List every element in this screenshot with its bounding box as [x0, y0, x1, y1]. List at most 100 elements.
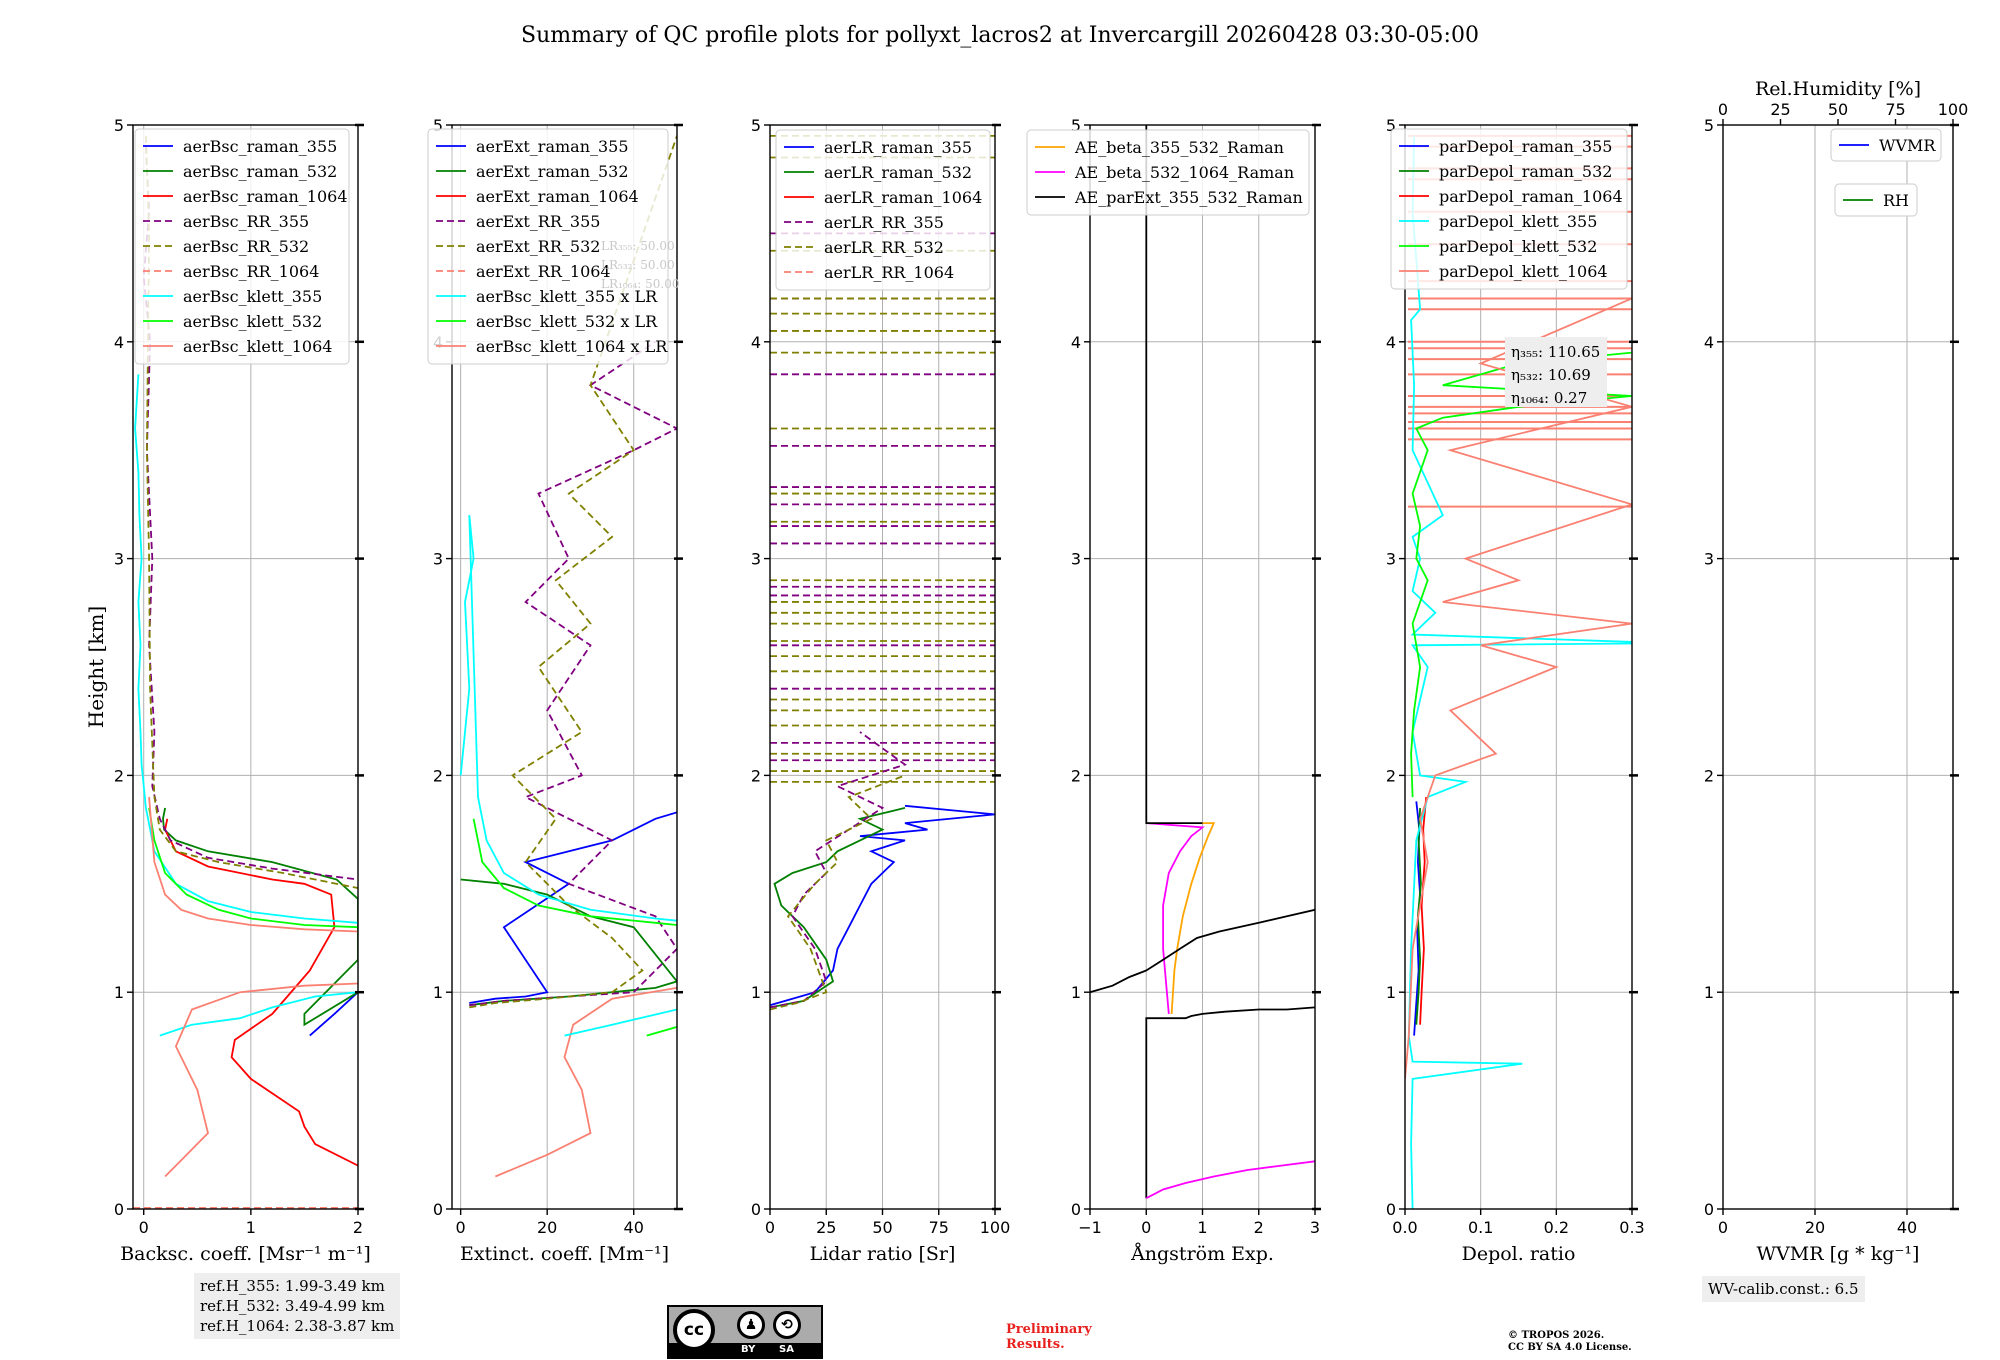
legend-entry: aerLR_raman_532 — [824, 163, 972, 182]
legend-entry: aerExt_raman_1064 — [476, 187, 639, 206]
series-parDepol_klett_1064 — [1405, 297, 1632, 1079]
series-aerBsc_klett_532 — [148, 807, 358, 929]
x-tick-label: 100 — [980, 1218, 1011, 1237]
legend-entry: aerBsc_raman_1064 — [183, 187, 348, 206]
attribution-person-icon: ♟ — [737, 1311, 765, 1339]
plot-area — [459, 135, 677, 1178]
legend-rh: RH — [1834, 183, 1918, 217]
series-parDepol_klett_532 — [1410, 351, 1632, 798]
eta-value: η₅₃₂: 10.69 — [1511, 366, 1591, 384]
x-tick-label: 40 — [624, 1218, 644, 1237]
x-tick-label: 1 — [246, 1218, 256, 1237]
series-aerLR_RR_532 — [770, 774, 906, 1011]
legend-entry: parDepol_klett_355 — [1439, 212, 1597, 231]
panel-extinction: 01234502040Extinct. coeff. [Mm⁻¹]aerExt_… — [427, 116, 683, 1265]
reference-height-box: ref.H_355: 1.99-3.49 km ref.H_532: 3.49-… — [194, 1273, 401, 1339]
x-tick-label: 0 — [1141, 1218, 1151, 1237]
x-tick-label: 75 — [929, 1218, 949, 1237]
x-tick-label: 0.2 — [1544, 1218, 1569, 1237]
panel-depolarization: 0 1 2 3 4 5 0.0 0.1 0.2 0.3 Depol. ratio parDepol_r… — [1386, 116, 1645, 1265]
series-aerBsc_klett_1064 x LR — [494, 987, 677, 1178]
x-tick-label: 3 — [1310, 1218, 1320, 1237]
y-axis-label: Height [km] — [84, 606, 108, 728]
cc-badge-bar — [669, 1343, 821, 1357]
cc-sa-label: SA — [779, 1344, 794, 1355]
series-AE_parExt_low2 — [1145, 1006, 1315, 1199]
eta-annotation: η₃₅₅: 110.65 η₅₃₂: 10.69 η₁₀₆₄: 0.27 — [1505, 337, 1607, 407]
y-tick-label: 4 — [1071, 333, 1081, 352]
legend-entry: aerLR_RR_355 — [824, 213, 944, 232]
y-tick-label: 4 — [114, 333, 124, 352]
y-tick-label: 2 — [1071, 766, 1081, 785]
series-parDepol_raman_1064 — [1419, 797, 1428, 1025]
y-tick-label: 5 — [751, 116, 761, 135]
x-tick-label: 2 — [1254, 1218, 1264, 1237]
y-tick-label: 2 — [1386, 766, 1396, 785]
axes-frame — [1722, 124, 1954, 1210]
legend-entry: aerExt_raman_355 — [476, 137, 629, 156]
x-tick-label: 1 — [1197, 1218, 1207, 1237]
top-x-tick-label: 25 — [1770, 100, 1790, 119]
y-tick-label: 0 — [1386, 1200, 1396, 1219]
x-tick-label: 25 — [816, 1218, 836, 1237]
y-tick-label: 0 — [433, 1200, 443, 1219]
cc-license-badge: cc ♟ ⟲ BY SA — [667, 1305, 823, 1359]
series-parDepol_klett_355 — [1407, 135, 1632, 1209]
y-tick-label: 3 — [1071, 550, 1081, 569]
legend-frame — [775, 129, 991, 291]
legend-entry: AE_beta_532_1064_Raman — [1074, 163, 1294, 182]
legend: AE_beta_355_532_Raman AE_beta_532_1064_Ra… — [1026, 129, 1310, 216]
series-aerLR_raman_532 — [770, 807, 906, 1009]
legend-entry: parDepol_raman_532 — [1439, 162, 1612, 181]
legend-entry: parDepol_klett_1064 — [1439, 262, 1608, 281]
y-tick-label: 1 — [1386, 983, 1396, 1002]
series-aerBsc_klett_532 x LR — [472, 818, 677, 926]
x-tick-label: 0 — [765, 1218, 775, 1237]
legend-entry: aerBsc_raman_355 — [183, 137, 337, 156]
x-tick-label: 0.1 — [1468, 1218, 1493, 1237]
eta-value: η₃₅₅: 110.65 — [1511, 343, 1600, 361]
assumed-lidar-ratio: LR₃₅₅: 50.00 — [601, 239, 675, 253]
assumed-lidar-ratio: LR₅₃₂: 50.00 — [601, 258, 675, 272]
ref-h-355: ref.H_355: 1.99-3.49 km — [200, 1277, 385, 1295]
plot-area — [1090, 125, 1315, 1199]
series-aerExt_raman_355 — [469, 811, 677, 1004]
y-tick-label: 5 — [433, 116, 443, 135]
y-tick-label: 5 — [114, 116, 124, 135]
legend-entry: aerBsc_klett_1064 x LR — [476, 337, 668, 356]
preliminary-results-note: Preliminary Results. — [1006, 1322, 1092, 1352]
assumed-lidar-ratio: LR₁₀₆₄: 50.00 — [601, 277, 679, 291]
y-tick-label: 1 — [1704, 983, 1714, 1002]
axes-frame — [451, 124, 678, 1210]
figure-title: Summary of QC profile plots for pollyxt_… — [521, 23, 1479, 48]
legend-entry: parDepol_raman_1064 — [1439, 187, 1623, 206]
legend-entry: aerLR_RR_532 — [824, 238, 944, 257]
y-tick-label: 4 — [1704, 333, 1714, 352]
legend-frame — [1830, 128, 1942, 162]
series-aerBsc_klett_355 x LR — [459, 515, 677, 922]
wv-calib-const: WV-calib.const.: 6.5 — [1708, 1280, 1859, 1298]
x-axis-label: Lidar ratio [Sr] — [810, 1243, 956, 1265]
legend-entry: aerBsc_RR_1064 — [183, 262, 319, 281]
legend-entry: aerBsc_klett_355 — [183, 287, 322, 306]
series-aerBsc_klett_532_low — [646, 1026, 677, 1037]
legend-entry: AE_parExt_355_532_Raman — [1074, 188, 1303, 207]
y-tick-label: 3 — [433, 550, 443, 569]
y-tick-label: 2 — [433, 766, 443, 785]
y-tick-label: 1 — [751, 983, 761, 1002]
top-x-tick-label: 0 — [1718, 100, 1728, 119]
y-tick-label: 4 — [751, 333, 761, 352]
series-aerBsc_RR_355 — [142, 146, 358, 881]
legend-entry: aerLR_raman_1064 — [824, 188, 982, 207]
y-tick-label: 5 — [1386, 116, 1396, 135]
series-AE_parExt_355_532_Raman — [1145, 125, 1203, 824]
x-axis-label: Depol. ratio — [1462, 1243, 1576, 1265]
legend-entry: aerExt_RR_1064 — [476, 262, 611, 281]
series-aerBsc_raman_355 — [309, 991, 358, 1037]
y-tick-label: 2 — [1704, 766, 1714, 785]
y-tick-label: 1 — [114, 983, 124, 1002]
y-tick-label: 0 — [114, 1200, 124, 1219]
series-aerBsc_raman_1064 — [164, 818, 358, 1167]
